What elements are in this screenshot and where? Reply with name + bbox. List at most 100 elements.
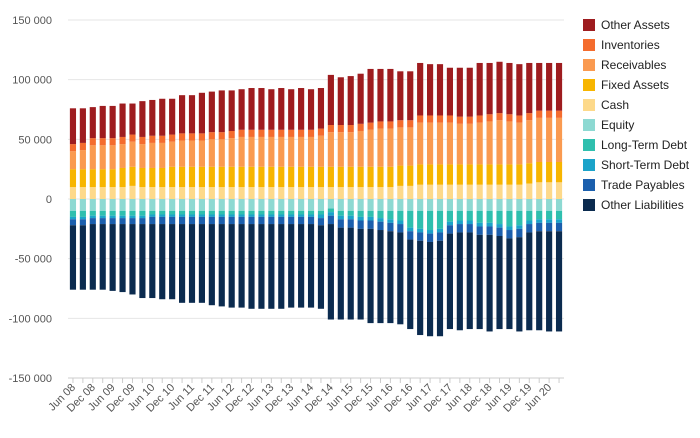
- bar-segment-other-assets: [476, 62, 483, 116]
- bar-segment-trade-payables: [198, 216, 205, 225]
- bar-segment-trade-payables: [208, 216, 215, 225]
- bar-segment-inventories: [159, 135, 166, 143]
- bar-segment-other-liabilities: [258, 224, 265, 309]
- bar-segment-other-liabilities: [496, 235, 503, 330]
- bar-segment-short-term-debt: [347, 215, 354, 220]
- bar-segment-inventories: [169, 134, 176, 142]
- bar-segment-fixed-assets: [546, 162, 553, 183]
- bar-segment-receivables: [208, 139, 215, 167]
- legend: Other Assets Inventories Receivables Fixed …: [583, 18, 690, 212]
- bar-segment-inventories: [218, 132, 225, 140]
- bar-segment-fixed-assets: [198, 166, 205, 188]
- bar-segment-inventories: [89, 138, 96, 146]
- bar-segment-fixed-assets: [417, 164, 424, 185]
- bar-segment-equity: [506, 199, 513, 211]
- bar-segment-receivables: [327, 132, 334, 167]
- bar-segment-other-assets: [179, 95, 186, 134]
- bar-segment-other-assets: [397, 71, 404, 121]
- bar-segment-other-liabilities: [536, 231, 543, 331]
- bar-segment-short-term-debt: [198, 214, 205, 217]
- bar-segment-cash: [99, 187, 106, 199]
- bar-segment-cash: [546, 182, 553, 199]
- bar-segment-other-assets: [278, 88, 285, 130]
- bar-segment-short-term-debt: [327, 212, 334, 216]
- bar-segment-equity: [347, 199, 354, 211]
- bar-segment-fixed-assets: [476, 164, 483, 185]
- bar-segment-inventories: [506, 114, 513, 122]
- bar-segment-receivables: [258, 136, 265, 167]
- bar-segment-fixed-assets: [248, 166, 255, 188]
- bar-segment-cash: [69, 187, 77, 199]
- bar-segment-equity: [496, 199, 503, 211]
- bar-segment-short-term-debt: [278, 214, 285, 217]
- bar-segment-short-term-debt: [546, 219, 553, 223]
- bar-segment-equity: [188, 199, 196, 211]
- bar-segment-short-term-debt: [258, 214, 265, 217]
- bar-segment-other-assets: [198, 92, 205, 134]
- bar-segment-short-term-debt: [149, 214, 156, 217]
- bar-segment-trade-payables: [427, 233, 434, 242]
- legend-label: Short-Term Debt: [601, 158, 690, 172]
- bar-segment-receivables: [337, 132, 344, 167]
- bar-segment-other-liabilities: [506, 238, 513, 330]
- bar-segment-other-liabilities: [486, 234, 493, 332]
- bar-segment-cash: [258, 187, 265, 199]
- bar-segment-fixed-assets: [169, 166, 176, 188]
- bar-segment-trade-payables: [377, 221, 384, 231]
- bar-segment-other-liabilities: [119, 224, 126, 293]
- bar-segment-trade-payables: [159, 216, 166, 225]
- bar-segment-inventories: [317, 128, 325, 136]
- bar-segment-inventories: [357, 123, 364, 131]
- bar-segment-receivables: [446, 122, 453, 165]
- bar-segment-other-liabilities: [288, 224, 295, 308]
- bar-segment-receivables: [89, 145, 96, 170]
- bar-segment-fixed-assets: [506, 164, 513, 185]
- bar-segment-equity: [387, 199, 394, 211]
- bar-segment-equity: [516, 199, 523, 211]
- legend-swatch: [583, 159, 595, 171]
- bar-segment-trade-payables: [188, 216, 196, 225]
- bar-segment-cash: [159, 187, 166, 199]
- bar-segment-long-term-debt: [188, 210, 196, 215]
- bar-segment-short-term-debt: [486, 222, 493, 227]
- bar-segment-other-liabilities: [298, 224, 305, 308]
- bar-segment-equity: [337, 199, 344, 211]
- bar-segment-short-term-debt: [298, 214, 305, 217]
- bar-segment-trade-payables: [89, 218, 96, 225]
- bar-segment-cash: [516, 184, 523, 199]
- bar-segment-receivables: [129, 141, 136, 167]
- bar-segment-equity: [149, 199, 156, 211]
- bar-segment-short-term-debt: [536, 219, 543, 223]
- bar-segment-inventories: [436, 115, 444, 123]
- bar-segment-equity: [317, 199, 325, 211]
- bar-segment-cash: [466, 184, 473, 199]
- bar-segment-short-term-debt: [526, 220, 533, 225]
- bar-segment-receivables: [347, 132, 354, 167]
- bar-segment-receivables: [546, 117, 553, 163]
- bar-segment-long-term-debt: [506, 210, 513, 227]
- bar-segment-long-term-debt: [288, 210, 295, 215]
- bar-segment-other-liabilities: [397, 232, 404, 325]
- bar-segment-long-term-debt: [248, 210, 255, 215]
- bar-segment-short-term-debt: [516, 225, 523, 229]
- bar-segment-trade-payables: [258, 216, 265, 225]
- bar-segment-receivables: [526, 120, 533, 164]
- bar-segment-long-term-debt: [129, 210, 136, 216]
- bar-segment-inventories: [278, 129, 285, 137]
- bar-segment-short-term-debt: [555, 219, 563, 223]
- bar-segment-receivables: [427, 122, 434, 165]
- bar-segment-long-term-debt: [555, 210, 563, 220]
- bar-segment-long-term-debt: [397, 210, 404, 221]
- bar-segment-trade-payables: [555, 222, 563, 232]
- bar-segment-cash: [208, 187, 215, 199]
- bar-segment-other-liabilities: [367, 228, 374, 324]
- bar-segment-other-liabilities: [129, 224, 136, 295]
- bar-segment-trade-payables: [367, 220, 374, 229]
- bar-segment-receivables: [417, 122, 424, 165]
- bar-segment-other-liabilities: [218, 224, 225, 307]
- legend-label: Long-Term Debt: [601, 138, 688, 152]
- bar-segment-equity: [69, 199, 77, 211]
- bar-segment-fixed-assets: [327, 166, 334, 188]
- bar-segment-other-liabilities: [417, 240, 424, 336]
- bar-segment-fixed-assets: [387, 166, 394, 188]
